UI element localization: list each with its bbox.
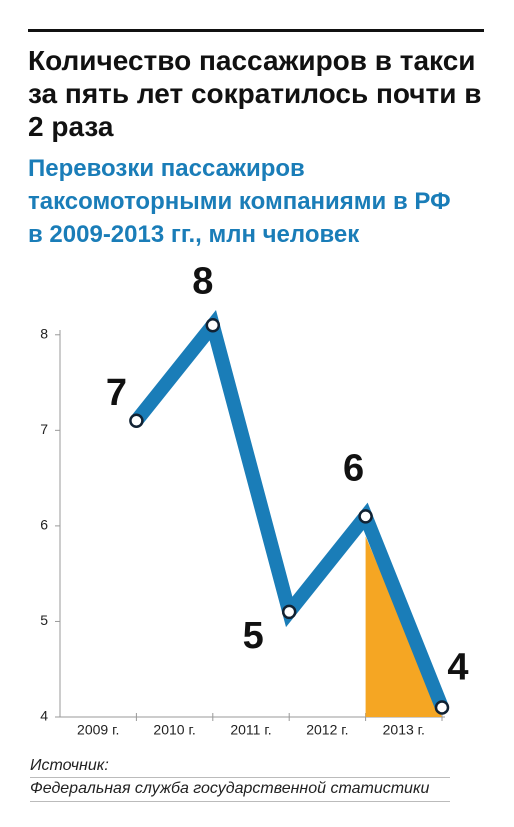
x-tick-label: 2012 г. [306, 722, 348, 738]
x-tick-label: 2010 г. [153, 722, 195, 738]
data-label: 4 [447, 646, 468, 688]
x-tick-label: 2011 г. [230, 722, 271, 738]
y-tick-label: 5 [40, 612, 48, 628]
source-label: Источник: [30, 757, 109, 774]
source-rule [30, 777, 450, 778]
chart: 4 5 6 7 8 2009 г. 2010 г. 2011 г. 2012 г. 2013 г.… [40, 260, 468, 738]
chart-subtitle: Перевозки пассажиров таксомоторными комп… [28, 155, 451, 248]
x-tick-label: 2013 г. [383, 722, 425, 738]
source: Федеральная служба государственной стати… [30, 780, 430, 797]
data-label: 8 [192, 260, 213, 302]
point [358, 509, 373, 524]
x-tick-label: 2009 г. [77, 722, 119, 738]
top-rule [28, 29, 484, 32]
data-label: 7 [106, 372, 127, 414]
point [281, 604, 297, 620]
y-tick-label: 8 [40, 325, 48, 341]
y-tick-label: 6 [40, 517, 48, 533]
point [205, 317, 221, 333]
point [434, 700, 450, 715]
y-tick-label: 4 [40, 708, 48, 724]
data-label: 6 [343, 447, 364, 489]
data-label: 5 [243, 615, 264, 657]
y-tick-label: 7 [40, 421, 48, 437]
chart-title: Количество пассажиров в такси за пять ле… [28, 45, 482, 142]
point [129, 413, 144, 429]
source-rule [30, 801, 450, 802]
